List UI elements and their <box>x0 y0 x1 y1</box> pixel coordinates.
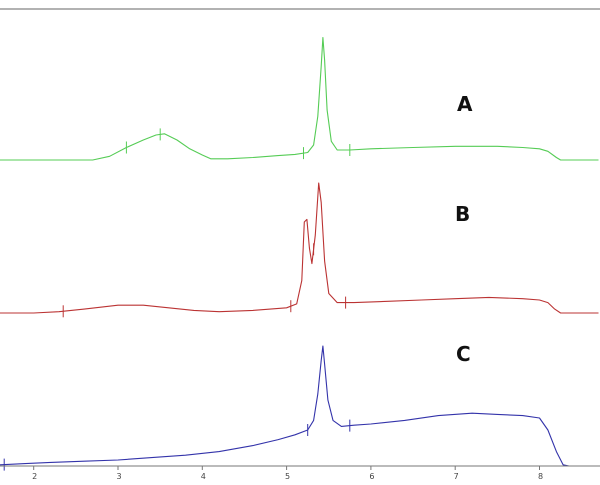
trace-label-c: C <box>456 342 471 366</box>
x-tick-label-8: 8 <box>538 472 543 481</box>
x-tick-label-2: 2 <box>32 472 37 481</box>
x-tick-label-3: 3 <box>116 472 121 481</box>
x-tick-label-7: 7 <box>454 472 459 481</box>
x-tick-label-4: 4 <box>201 472 206 481</box>
trace-c <box>0 345 599 467</box>
trace-label-a: A <box>457 92 473 116</box>
trace-label-b: B <box>455 202 470 226</box>
trace-a <box>0 36 599 161</box>
trace-b <box>0 182 599 314</box>
x-tick-label-5: 5 <box>285 472 290 481</box>
x-tick-label-6: 6 <box>369 472 374 481</box>
